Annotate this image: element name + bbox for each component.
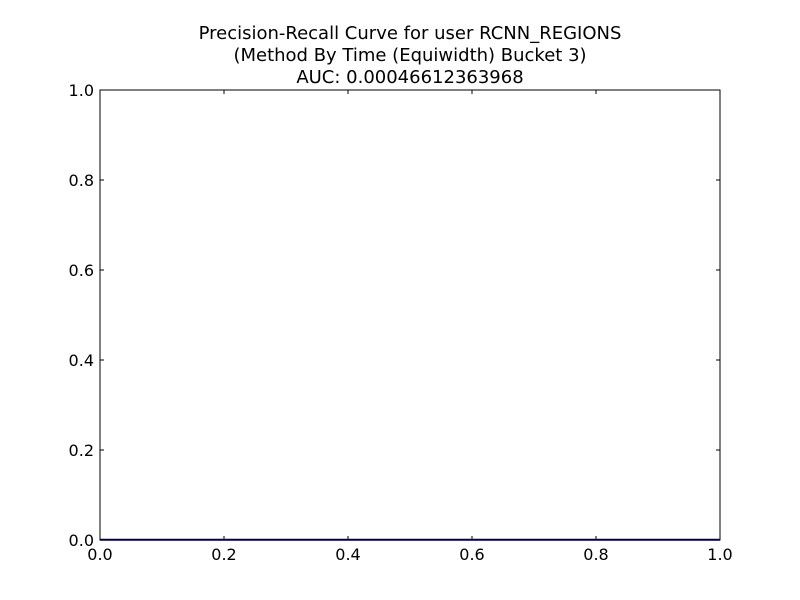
chart-title: Precision-Recall Curve for user RCNN_REG… <box>199 23 622 88</box>
y-tick-label: 0.6 <box>69 261 94 280</box>
chart-title-line-2: (Method By Time (Equiwidth) Bucket 3) <box>233 45 586 66</box>
x-tick-label: 1.0 <box>707 545 732 564</box>
y-tick-labels: 0.0 0.2 0.4 0.6 0.8 1.0 <box>69 81 94 550</box>
x-tick-label: 0.0 <box>87 545 112 564</box>
x-tick-label: 0.6 <box>459 545 484 564</box>
y-tick-label: 0.4 <box>69 351 94 370</box>
y-tick-label: 1.0 <box>69 81 94 100</box>
y-tick-label: 0.8 <box>69 171 94 190</box>
chart-title-line-1: Precision-Recall Curve for user RCNN_REG… <box>199 23 622 44</box>
y-tick-label: 0.0 <box>69 531 94 550</box>
chart-title-line-3: AUC: 0.00046612363968 <box>296 67 523 88</box>
y-tick-label: 0.2 <box>69 441 94 460</box>
x-tick-label: 0.8 <box>583 545 608 564</box>
x-tick-label: 0.4 <box>335 545 360 564</box>
x-tick-labels: 0.0 0.2 0.4 0.6 0.8 1.0 <box>87 545 732 564</box>
plot-area-frame <box>99 89 721 541</box>
x-tick-label: 0.2 <box>211 545 236 564</box>
